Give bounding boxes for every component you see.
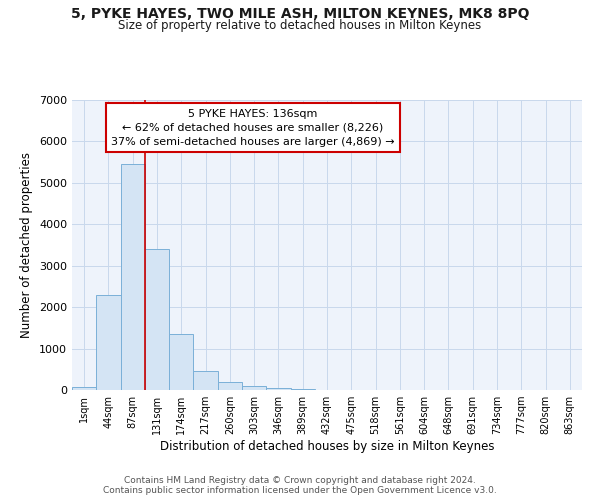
Bar (290, 389, 315, 390)
Bar (96, 294, 121, 390)
Bar (169, 334, 193, 390)
Text: Contains HM Land Registry data © Crown copyright and database right 2024.: Contains HM Land Registry data © Crown c… (124, 476, 476, 485)
X-axis label: Distribution of detached houses by size in Milton Keynes: Distribution of detached houses by size … (160, 440, 494, 453)
Bar (218, 382, 242, 390)
Bar (242, 386, 266, 390)
Text: Contains public sector information licensed under the Open Government Licence v3: Contains public sector information licen… (103, 486, 497, 495)
Bar (121, 164, 145, 390)
Text: 5, PYKE HAYES, TWO MILE ASH, MILTON KEYNES, MK8 8PQ: 5, PYKE HAYES, TWO MILE ASH, MILTON KEYN… (71, 8, 529, 22)
Y-axis label: Number of detached properties: Number of detached properties (20, 152, 34, 338)
Bar (72, 387, 96, 390)
Bar (193, 372, 218, 390)
Text: 5 PYKE HAYES: 136sqm
← 62% of detached houses are smaller (8,226)
37% of semi-de: 5 PYKE HAYES: 136sqm ← 62% of detached h… (111, 108, 395, 146)
Bar (145, 249, 169, 390)
Bar (266, 388, 290, 390)
Text: Size of property relative to detached houses in Milton Keynes: Size of property relative to detached ho… (118, 19, 482, 32)
